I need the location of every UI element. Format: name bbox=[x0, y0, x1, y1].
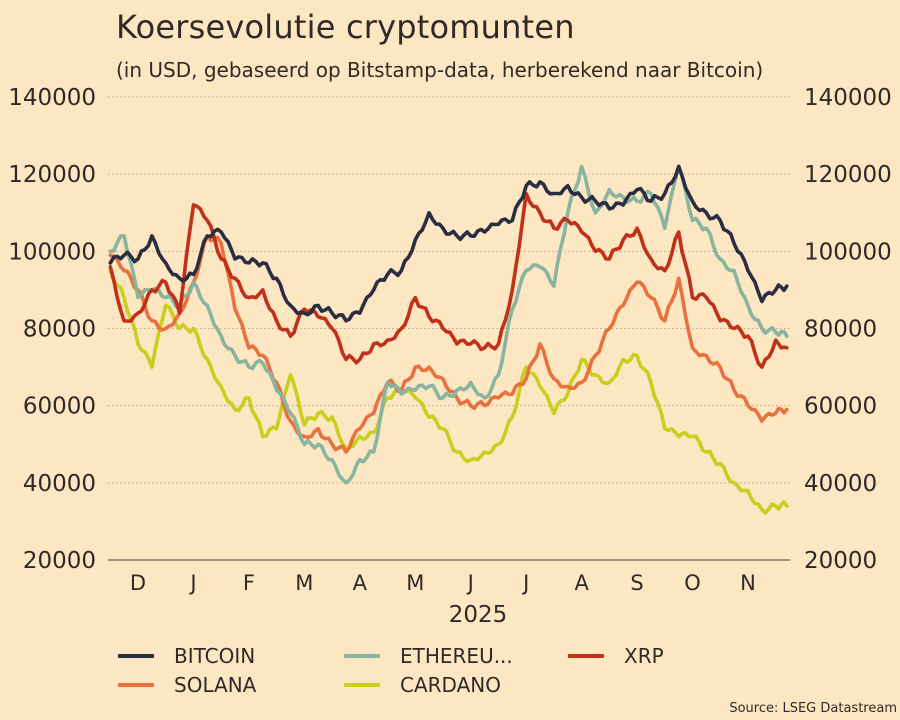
series-lines bbox=[108, 164, 789, 515]
x-tick-label: M bbox=[295, 571, 313, 595]
legend-swatch-bitcoin bbox=[118, 654, 154, 658]
legend-swatch-ethereum bbox=[344, 654, 380, 658]
y-tick-label-right: 60000 bbox=[804, 394, 877, 420]
legend-item-cardano[interactable]: CARDANO bbox=[344, 673, 501, 697]
legend-item-ethereum[interactable]: ETHEREU... bbox=[344, 644, 513, 668]
x-tick-label: S bbox=[630, 571, 643, 595]
legend-item-solana[interactable]: SOLANA bbox=[118, 673, 256, 697]
x-tick-label: O bbox=[684, 571, 701, 595]
x-tick-label: M bbox=[406, 571, 424, 595]
y-tick-label-left: 80000 bbox=[23, 317, 96, 343]
legend-swatch-xrp bbox=[568, 654, 604, 658]
x-tick-label: J bbox=[521, 571, 529, 595]
legend-label-solana: SOLANA bbox=[174, 673, 257, 697]
y-tick-label-right: 140000 bbox=[804, 85, 892, 111]
x-tick-label: N bbox=[740, 571, 756, 595]
y-axis-right: 140000 120000 100000 80000 60000 40000 20000 bbox=[804, 85, 892, 574]
y-tick-label-right: 100000 bbox=[804, 239, 892, 265]
y-tick-label-right: 40000 bbox=[804, 471, 877, 497]
chart-subtitle: (in USD, gebaseerd op Bitstamp-data, her… bbox=[116, 58, 764, 82]
gridlines bbox=[108, 96, 790, 484]
chart-title: Koersevolutie cryptomunten bbox=[116, 8, 575, 46]
legend-item-xrp[interactable]: XRP bbox=[568, 644, 664, 668]
series-line-bitcoin bbox=[108, 164, 789, 323]
y-tick-label-left: 20000 bbox=[23, 548, 96, 574]
y-tick-label-left: 140000 bbox=[8, 85, 96, 111]
x-tick-label: J bbox=[466, 571, 474, 595]
legend-label-xrp: XRP bbox=[624, 644, 664, 668]
x-tick-label: F bbox=[243, 571, 255, 595]
x-tick-label: A bbox=[353, 571, 368, 595]
y-tick-label-left: 40000 bbox=[23, 471, 96, 497]
x-tick-label: A bbox=[574, 571, 589, 595]
y-tick-label-right: 20000 bbox=[804, 548, 877, 574]
legend: BITCOIN ETHEREU... XRP SOLANA CARDANO bbox=[118, 644, 818, 704]
y-tick-label-left: 100000 bbox=[8, 239, 96, 265]
legend-swatch-solana bbox=[118, 683, 154, 687]
series-line-cardano bbox=[108, 268, 789, 515]
x-tick-label: D bbox=[130, 571, 146, 595]
y-tick-label-left: 60000 bbox=[23, 394, 96, 420]
x-tick-label: J bbox=[188, 571, 196, 595]
series-line-xrp bbox=[108, 191, 789, 369]
x-axis-label: 2025 bbox=[449, 602, 508, 628]
y-tick-label-left: 120000 bbox=[8, 162, 96, 188]
line-chart: 140000 120000 100000 80000 60000 40000 20000 1… bbox=[8, 85, 892, 628]
y-tick-label-right: 120000 bbox=[804, 162, 892, 188]
y-axis-left: 140000 120000 100000 80000 60000 40000 20000 bbox=[8, 85, 96, 574]
y-tick-label-right: 80000 bbox=[804, 317, 877, 343]
source-note: Source: LSEG Datastream bbox=[729, 701, 897, 716]
legend-item-bitcoin[interactable]: BITCOIN bbox=[118, 644, 255, 668]
legend-label-cardano: CARDANO bbox=[400, 673, 501, 697]
legend-label-ethereum: ETHEREU... bbox=[400, 644, 513, 668]
legend-swatch-cardano bbox=[344, 683, 380, 687]
legend-label-bitcoin: BITCOIN bbox=[174, 644, 256, 668]
series-line-solana bbox=[108, 234, 789, 454]
